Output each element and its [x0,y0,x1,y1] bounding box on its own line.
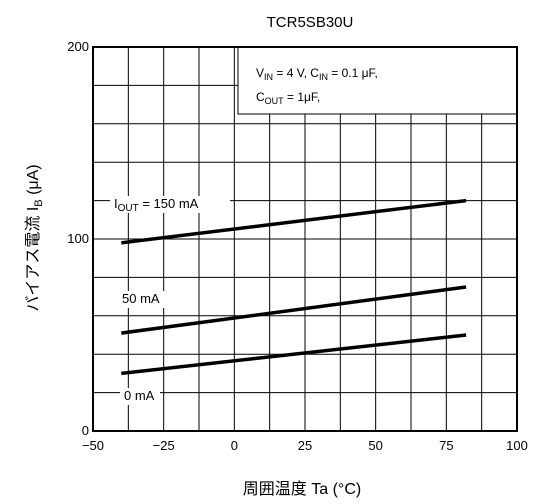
plot-frame [92,46,518,432]
x-axis-label: 周囲温度 Ta (°C) [243,480,361,498]
conditions-box: VIN = 4 V, CIN = 0.1 μF, COUT = 1μF, [237,46,518,115]
x-tick-label: −25 [153,438,175,453]
y-axis-label: バイアス電流 IB (μA) [24,164,45,311]
chart-title: TCR5SB30U [267,14,354,31]
series-label-bg-1 [118,291,170,308]
x-tick-label: 100 [506,438,528,453]
x-tick-label: 75 [439,438,453,453]
x-tick-label: 50 [368,438,382,453]
y-tick-label: 200 [67,39,89,54]
series-label-0: IOUT = 150 mA [114,196,199,214]
x-tick-label: 25 [298,438,312,453]
series-label-1: 50 mA [122,291,160,306]
y-tick-label: 100 [67,231,89,246]
x-tick-labels: −50 −25 0 25 50 75 100 [82,438,528,453]
x-tick-label: −50 [82,438,104,453]
series-labels: IOUT = 150 mA 50 mA 0 mA [110,196,230,405]
x-tick-label: 0 [231,438,238,453]
series-line-1 [121,285,467,335]
series-line-2 [121,333,467,376]
series-label-bg-0 [110,196,230,213]
y-tick-label: 0 [82,423,89,438]
condition-line-2: COUT = 1μF, [256,90,320,106]
series-lines [121,198,467,376]
series-label-bg-2 [120,388,160,405]
series-line-0 [121,198,467,245]
condition-line-1: VIN = 4 V, CIN = 0.1 μF, [256,66,378,82]
y-tick-labels: 0 100 200 [67,39,89,438]
series-label-2: 0 mA [124,388,155,403]
